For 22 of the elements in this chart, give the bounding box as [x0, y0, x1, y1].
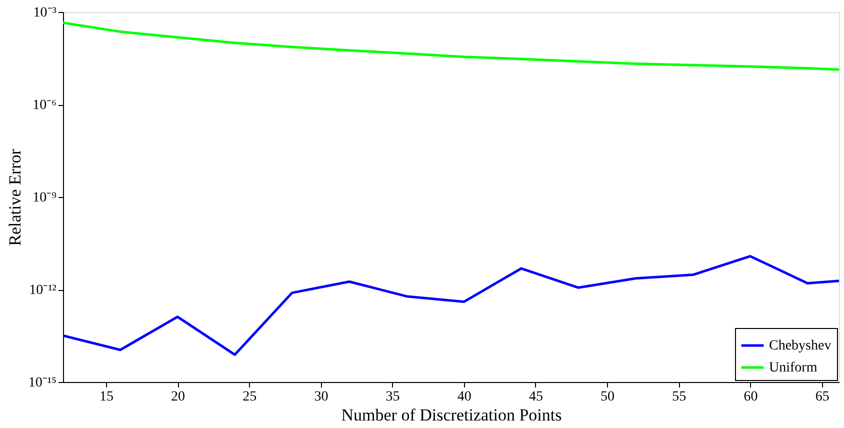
y-tick-label: 10⁻¹⁵: [28, 376, 57, 390]
line-series: [63, 21, 839, 71]
line-series: [63, 254, 839, 356]
legend-label: Chebyshev: [769, 338, 832, 354]
x-tick-label: 20: [171, 390, 186, 404]
x-axis-title: Number of Discretization Points: [341, 406, 562, 424]
y-axis-title: Relative Error: [5, 148, 24, 246]
x-tick-label: 65: [815, 390, 830, 404]
x-tick-label: 45: [528, 390, 543, 404]
legend-label: Uniform: [769, 360, 818, 376]
x-tick-label: 40: [457, 390, 472, 404]
x-tick-label: 15: [99, 390, 114, 404]
x-tick-label: 35: [386, 390, 400, 404]
y-tick-label: 10⁻³: [33, 6, 56, 20]
y-tick-label: 10⁻⁶: [32, 98, 57, 113]
x-tick-label: 25: [242, 390, 257, 404]
x-tick-label: 30: [314, 390, 328, 404]
y-tick-label: 10⁻⁹: [32, 190, 57, 206]
y-tick-label: 10⁻¹²: [29, 283, 56, 298]
x-tick-label: 55: [672, 390, 686, 404]
x-tick-label: 60: [744, 390, 758, 404]
x-tick-label: 50: [600, 390, 615, 404]
